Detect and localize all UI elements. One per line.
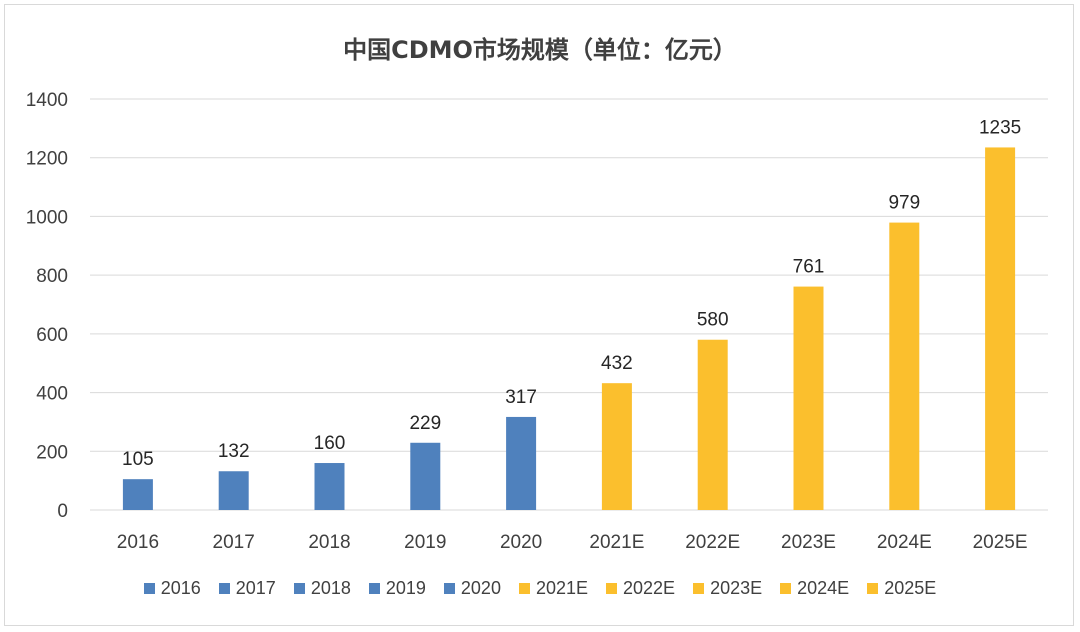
data-label: 317 xyxy=(505,387,537,408)
legend-swatch xyxy=(143,583,155,594)
y-tick-label: 0 xyxy=(57,501,68,522)
legend-label: 2016 xyxy=(160,578,201,598)
legend-label: 2025E xyxy=(884,578,937,598)
legend-swatch xyxy=(368,583,380,594)
x-tick-label: 2016 xyxy=(117,532,159,553)
bar-2023e xyxy=(793,286,824,510)
legend-item: 2020 xyxy=(443,578,501,599)
legend-label: 2024E xyxy=(797,578,850,598)
y-tick-label: 800 xyxy=(36,266,68,287)
x-tick-label: 2019 xyxy=(404,532,446,553)
legend-item: 2021E xyxy=(518,578,589,599)
bar-2022e xyxy=(697,339,728,510)
x-tick-label: 2020 xyxy=(500,532,542,553)
data-label: 580 xyxy=(697,310,729,331)
legend-label: 2018 xyxy=(310,578,351,598)
x-tick-label: 2018 xyxy=(308,532,350,553)
x-tick-label: 2023E xyxy=(781,532,836,553)
legend-label: 2022E xyxy=(623,578,676,598)
y-tick-label: 200 xyxy=(36,442,68,463)
y-tick-label: 1000 xyxy=(26,207,68,228)
bar-2016 xyxy=(122,479,153,510)
chart-legend: 2016 2017 2018 2019 2020 2021E 2022E 2023E 2024E… xyxy=(0,578,1080,599)
x-tick-label: 2025E xyxy=(973,532,1028,553)
x-tick-label: 2021E xyxy=(589,532,644,553)
legend-label: 2023E xyxy=(710,578,763,598)
bar-2018 xyxy=(314,463,345,510)
legend-label: 2019 xyxy=(385,578,426,598)
legend-swatch xyxy=(693,583,705,594)
y-tick-label: 400 xyxy=(36,384,68,405)
data-label: 105 xyxy=(122,449,154,470)
legend-item: 2018 xyxy=(293,578,351,599)
x-tick-label: 2022E xyxy=(685,532,740,553)
legend-swatch xyxy=(867,583,879,594)
legend-label: 2020 xyxy=(460,578,501,598)
legend-swatch xyxy=(518,583,530,594)
y-tick-label: 600 xyxy=(36,325,68,346)
legend-swatch xyxy=(606,583,618,594)
data-label: 160 xyxy=(314,433,346,454)
x-tick-label: 2024E xyxy=(877,532,932,553)
data-label: 432 xyxy=(601,353,633,374)
data-label: 979 xyxy=(888,193,920,214)
data-label: 229 xyxy=(409,413,441,434)
legend-item: 2023E xyxy=(693,578,762,599)
x-tick-label: 2017 xyxy=(213,532,255,553)
legend-label: 2021E xyxy=(535,578,589,598)
y-tick-label: 1200 xyxy=(26,149,68,170)
legend-label: 2017 xyxy=(235,578,276,598)
legend-item: 2025E xyxy=(867,578,936,599)
legend-swatch xyxy=(293,583,305,594)
bar-2019 xyxy=(410,442,441,510)
bar-2017 xyxy=(218,471,249,510)
bar-2025e xyxy=(985,147,1016,511)
y-tick-label: 1400 xyxy=(26,90,68,111)
data-label: 761 xyxy=(793,257,825,278)
legend-swatch xyxy=(780,583,792,594)
legend-swatch xyxy=(218,583,230,594)
bar-2020 xyxy=(506,416,537,510)
legend-item: 2022E xyxy=(606,578,675,599)
bar-2021e xyxy=(601,383,632,510)
data-label: 132 xyxy=(218,441,250,462)
chart-title: 中国CDMO市场规模（单位：亿元） xyxy=(343,36,737,64)
data-label: 1235 xyxy=(979,117,1021,138)
legend-item: 2024E xyxy=(780,578,849,599)
legend-item: 2017 xyxy=(218,578,276,599)
legend-item: 2019 xyxy=(368,578,426,599)
legend-swatch xyxy=(443,583,455,594)
bar-2024e xyxy=(889,222,920,510)
legend-item: 2016 xyxy=(143,578,201,599)
